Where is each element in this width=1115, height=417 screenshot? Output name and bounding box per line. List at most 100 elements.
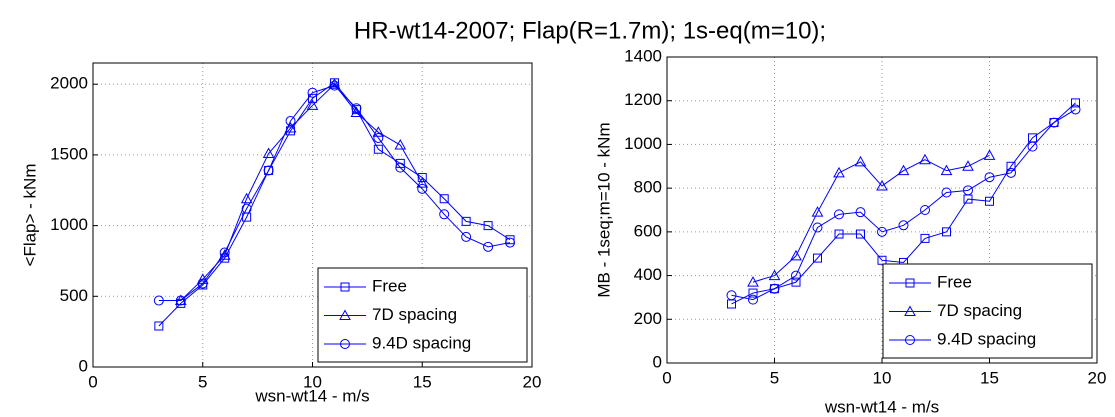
marker-circle: [219, 247, 230, 258]
marker-circle: [855, 207, 866, 218]
marker-triangle: [768, 269, 781, 281]
marker-circle: [351, 103, 362, 114]
marker-square: [154, 321, 164, 331]
marker-circle: [373, 132, 384, 143]
marker-circle: [984, 172, 995, 183]
marker-square: [985, 196, 994, 206]
y-tick-label: 1200: [624, 90, 662, 109]
x-tick-label: 15: [413, 372, 432, 391]
legend-label: 7D spacing: [937, 301, 1022, 320]
marker-triangle: [394, 138, 407, 150]
marker-circle: [1006, 167, 1016, 178]
marker-circle: [505, 237, 516, 248]
x-tick-label: 5: [198, 372, 207, 391]
x-tick-label: 10: [303, 372, 322, 391]
marker-triangle: [339, 309, 351, 320]
marker-square: [483, 221, 493, 231]
marker-triangle: [983, 149, 996, 160]
marker-circle: [340, 339, 350, 349]
marker-circle: [748, 294, 758, 305]
marker-circle: [726, 290, 737, 301]
marker-triangle: [811, 206, 824, 217]
y-tick-label: 600: [634, 221, 662, 240]
marker-circle: [812, 222, 823, 233]
marker-triangle: [962, 160, 974, 171]
legend-label: 9.4D spacing: [937, 329, 1036, 348]
legend-label: 7D spacing: [372, 305, 457, 324]
series-line: [752, 154, 990, 283]
x-axis-label: wsn-wt14 - m/s: [824, 397, 939, 416]
x-tick-label: 10: [873, 368, 892, 387]
marker-square: [856, 229, 865, 239]
y-tick-label: 800: [634, 178, 662, 197]
marker-triangle: [416, 177, 429, 188]
marker-square: [340, 282, 350, 292]
marker-circle: [898, 220, 909, 231]
marker-circle: [483, 241, 494, 252]
marker-square: [439, 194, 449, 204]
marker-triangle: [328, 78, 341, 89]
marker-square: [905, 278, 915, 288]
marker-circle: [241, 203, 252, 214]
marker-circle: [395, 162, 406, 173]
marker-triangle: [262, 147, 275, 158]
marker-square: [920, 233, 930, 243]
legend-label: 9.4D spacing: [372, 333, 471, 352]
series-line: [158, 82, 511, 327]
series-line: [731, 102, 1076, 305]
figure-title: HR-wt14-2007; Flap(R=1.7m); 1s-eq(m=10);: [354, 17, 826, 44]
marker-circle: [329, 80, 340, 91]
marker-triangle: [790, 249, 802, 261]
marker-circle: [1027, 141, 1038, 152]
marker-circle: [769, 283, 780, 294]
axes-box: [92, 62, 533, 368]
marker-square: [1071, 98, 1080, 108]
y-tick-label: 1000: [624, 134, 662, 153]
marker-circle: [941, 187, 952, 198]
marker-triangle: [833, 166, 845, 178]
x-tick-label: 20: [1088, 368, 1107, 387]
marker-circle: [175, 295, 186, 306]
marker-circle: [153, 295, 164, 306]
x-tick-label: 0: [662, 368, 671, 387]
marker-square: [748, 288, 758, 298]
y-tick-label: 0: [79, 356, 88, 375]
y-tick-label: 500: [60, 286, 88, 305]
marker-square: [877, 255, 887, 265]
marker-circle: [963, 185, 973, 196]
legend-label: Free: [372, 276, 407, 295]
y-tick-label: 1000: [50, 215, 88, 234]
y-tick-label: 0: [653, 352, 662, 371]
y-tick-label: 1500: [50, 144, 88, 163]
x-tick-label: 20: [523, 372, 542, 391]
series-line: [731, 109, 1076, 301]
marker-circle: [920, 205, 930, 215]
marker-circle: [791, 270, 801, 281]
marker-triangle: [919, 153, 931, 165]
y-tick-label: 1400: [624, 46, 662, 65]
marker-triangle: [306, 99, 319, 110]
y-tick-label: 400: [634, 265, 662, 284]
marker-circle: [1070, 104, 1081, 115]
marker-circle: [285, 115, 296, 126]
marker-triangle: [940, 164, 953, 176]
marker-circle: [461, 231, 472, 242]
marker-square: [373, 144, 383, 154]
marker-circle: [197, 278, 208, 289]
series-line: [158, 85, 511, 302]
marker-square: [791, 277, 801, 287]
marker-square: [942, 227, 951, 237]
y-axis-label: MB - 1seq;m=10 - kNm: [594, 122, 613, 297]
marker-circle: [905, 335, 915, 345]
marker-square: [813, 253, 822, 263]
marker-circle: [439, 209, 450, 220]
x-tick-label: 0: [88, 372, 97, 391]
marker-circle: [877, 226, 887, 237]
y-tick-label: 2000: [50, 74, 88, 93]
marker-triangle: [904, 305, 916, 316]
marker-circle: [417, 183, 428, 194]
x-tick-label: 5: [770, 368, 779, 387]
marker-triangle: [854, 155, 867, 167]
axes-box: [666, 56, 1098, 364]
